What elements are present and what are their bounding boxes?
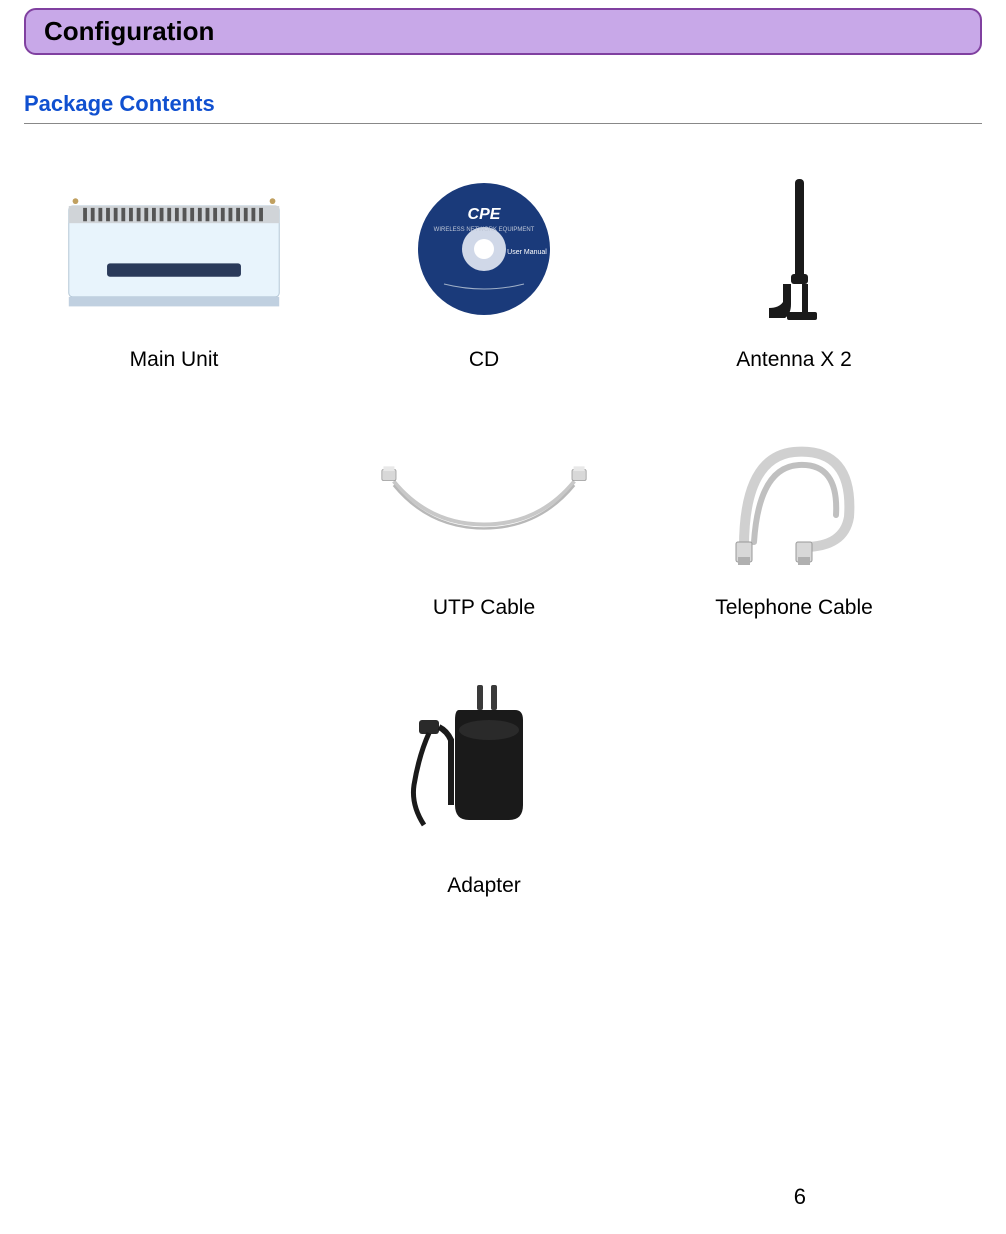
page-number: 6 [794,1184,806,1210]
utp-cable-icon [374,422,594,572]
adapter-label: Adapter [447,874,521,898]
antenna-icon [684,174,904,324]
phone-label: Telephone Cable [715,596,873,620]
main-unit-icon [64,174,284,324]
item-adapter: Adapter [314,670,654,898]
cd-icon: CPE WIRELESS NETWORK EQUIPMENT User Manu… [374,174,594,324]
phone-cable-icon [684,422,904,572]
subsection-title: Package Contents [24,91,982,124]
package-contents-grid: Main Unit CPE WIRELESS NETWORK EQUIPMENT… [24,174,982,898]
svg-text:WIRELESS NETWORK EQUIPMENT: WIRELESS NETWORK EQUIPMENT [434,227,535,233]
adapter-icon [374,670,594,850]
item-cd: CPE WIRELESS NETWORK EQUIPMENT User Manu… [314,174,654,372]
main-unit-label: Main Unit [130,348,219,372]
antenna-label: Antenna X 2 [736,348,852,372]
item-antenna: Antenna X 2 [654,174,934,372]
item-phone-cable: Telephone Cable [654,422,934,620]
section-title: Configuration [30,12,228,51]
section-header: Configuration [24,8,982,55]
svg-text:CPE: CPE [468,206,502,223]
item-main-unit: Main Unit [34,174,314,372]
utp-label: UTP Cable [433,596,535,620]
item-utp: UTP Cable [314,422,654,620]
svg-text:User Manual: User Manual [507,249,547,256]
cd-label: CD [469,348,499,372]
